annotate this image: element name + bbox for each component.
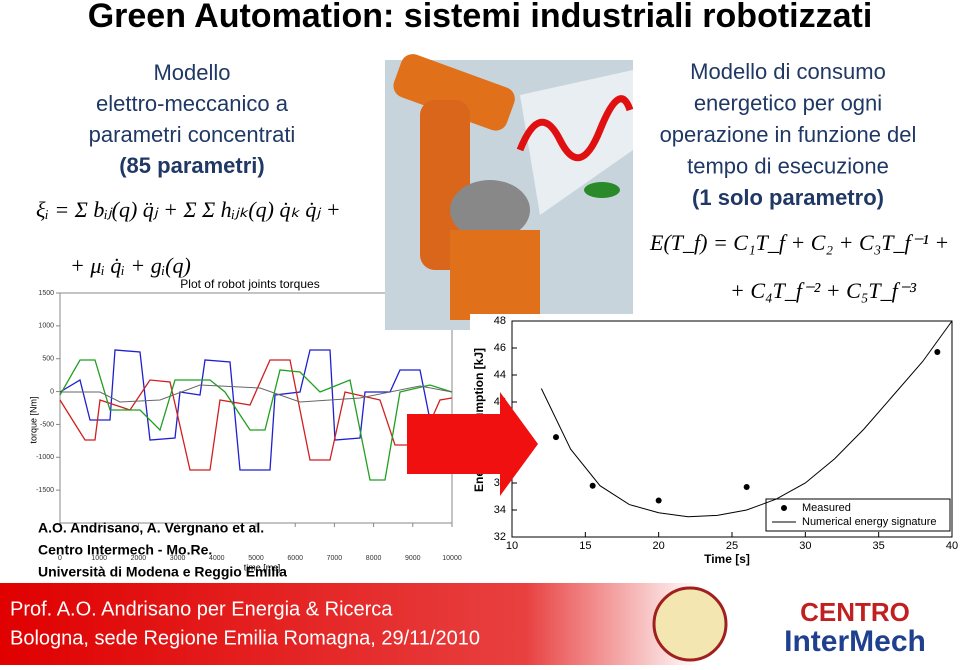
text-line: energetico per ogni: [694, 90, 882, 115]
text-line: elettro-meccanico a: [96, 91, 289, 116]
y-tick-label: 0: [50, 388, 54, 395]
x-tick-label: 20: [653, 540, 665, 552]
text-line: operazione in funzione del: [660, 122, 917, 147]
logo-text: InterMech: [784, 625, 926, 658]
logo-text: CENTRO: [800, 597, 910, 627]
legend-label: Numerical energy signature: [802, 516, 937, 528]
torque-chart: Plot of robot joints torques torque [Nm]…: [28, 277, 461, 572]
image-arm: [420, 100, 470, 270]
right-text: Modello di consumo energetico per ogni ope…: [660, 59, 917, 210]
x-tick-label: 15: [579, 540, 591, 552]
x-tick-label: 4000: [209, 555, 225, 562]
y-tick-label: 34: [494, 504, 506, 516]
y-tick-label: 44: [494, 369, 506, 381]
y-tick-label: -1000: [36, 454, 54, 461]
text-line: tempo di esecuzione: [687, 153, 889, 178]
legend-swatch: [781, 505, 787, 511]
robot-image: [385, 54, 634, 330]
x-tick-label: 8000: [366, 555, 382, 562]
x-tick-label: 5000: [248, 555, 264, 562]
x-tick-label: 25: [726, 540, 738, 552]
x-tick-label: 1000: [91, 555, 107, 562]
image-part: [584, 182, 620, 198]
signature-line: [540, 320, 953, 518]
measured-point: [934, 349, 941, 356]
footer-text: Prof. A.O. Andrisano per Energia & Ricer…: [10, 598, 393, 620]
x-tick-label: 9000: [405, 555, 421, 562]
text-line: Modello: [153, 60, 230, 85]
equation: E(T_f) = C₁T_f + C₂ + C₃T_f⁻¹ +: [649, 230, 949, 255]
arrow: [407, 392, 538, 496]
measured-point: [743, 484, 750, 491]
x-tick-label: 40: [946, 540, 958, 552]
y-tick-label: 48: [494, 315, 506, 327]
y-tick-label: 46: [494, 342, 506, 354]
torque-trace: [59, 359, 453, 471]
credit: A.O. Andrisano, A. Vergnano et al.: [38, 520, 264, 536]
legend-box: [765, 498, 951, 532]
image-table: [520, 70, 633, 215]
x-tick-label: 6000: [287, 555, 303, 562]
text-line: parametri concentrati: [89, 122, 296, 147]
x-tick-label: 35: [873, 540, 885, 552]
x-tick-label: 10: [506, 540, 518, 552]
y-tick-label: 500: [42, 356, 54, 363]
torque-trace: [59, 349, 452, 471]
image-path: [516, 95, 634, 162]
measured-point: [655, 497, 662, 504]
chart-title: Plot of robot joints torques: [180, 277, 319, 291]
equation: + C₄T_f⁻² + C₅T_f⁻³: [730, 278, 916, 303]
x-axis-label: Time [s]: [704, 552, 750, 566]
torque-trace: [59, 359, 453, 481]
x-tick-label: 2000: [131, 555, 147, 562]
y-tick-label: -500: [40, 421, 54, 428]
text-line: Modello di consumo: [690, 59, 886, 84]
equation: + μᵢ q̇ᵢ + gᵢ(q): [70, 253, 191, 278]
credit: Centro Intermech - Mo.Re.: [38, 542, 212, 558]
image-arm: [393, 54, 515, 131]
measured-point: [553, 434, 559, 441]
text-bg: [633, 58, 960, 314]
credit: Università di Modena e Reggio Emilia: [38, 564, 287, 580]
image-base: [450, 230, 540, 320]
measured-point: [589, 482, 596, 489]
x-axis-label: time [ms]: [244, 562, 281, 572]
left-text: Modello elettro-meccanico a parametri conc…: [89, 60, 296, 178]
x-tick-label: 10000: [442, 555, 462, 562]
y-tick-label: -1500: [36, 487, 54, 494]
image-base: [450, 180, 530, 240]
y-tick-label: 1500: [38, 290, 54, 297]
y-axis-label: torque [Nm]: [28, 396, 38, 443]
equation: ξᵢ = Σ bᵢⱼ(q) q̈ⱼ + Σ Σ hᵢⱼₖ(q) q̇ₖ q̇ⱼ …: [36, 197, 341, 222]
x-tick-label: 0: [58, 555, 62, 562]
seal: [652, 586, 728, 662]
torque-trace: [60, 384, 453, 403]
x-tick-label: 7000: [327, 555, 343, 562]
energy-chart: Energy consumption [kJ] Time [s] 3234363…: [470, 314, 960, 576]
text-line: (85 parametri): [119, 153, 265, 178]
legend-label: Measured: [802, 502, 851, 514]
x-tick-label: 30: [799, 540, 811, 552]
x-tick-label: 3000: [170, 555, 186, 562]
text-line: (1 solo parametro): [692, 185, 884, 210]
y-tick-label: 32: [494, 531, 506, 543]
footer-text: Bologna, sede Regione Emilia Romagna, 29…: [10, 627, 480, 649]
title: Green Automation: sistemi industriali ro…: [88, 0, 873, 35]
footer-bar: [0, 583, 700, 665]
y-tick-label: 1000: [38, 323, 54, 330]
